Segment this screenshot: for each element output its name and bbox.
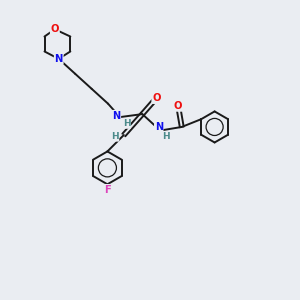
Text: N: N [112, 111, 120, 121]
Text: F: F [104, 185, 111, 195]
Text: O: O [51, 24, 59, 34]
Text: O: O [173, 101, 182, 111]
Text: H: H [111, 132, 119, 141]
Text: N: N [155, 122, 163, 132]
Text: H: H [162, 132, 170, 141]
Text: H: H [123, 119, 130, 128]
Text: O: O [152, 93, 160, 103]
Text: N: N [55, 54, 63, 64]
